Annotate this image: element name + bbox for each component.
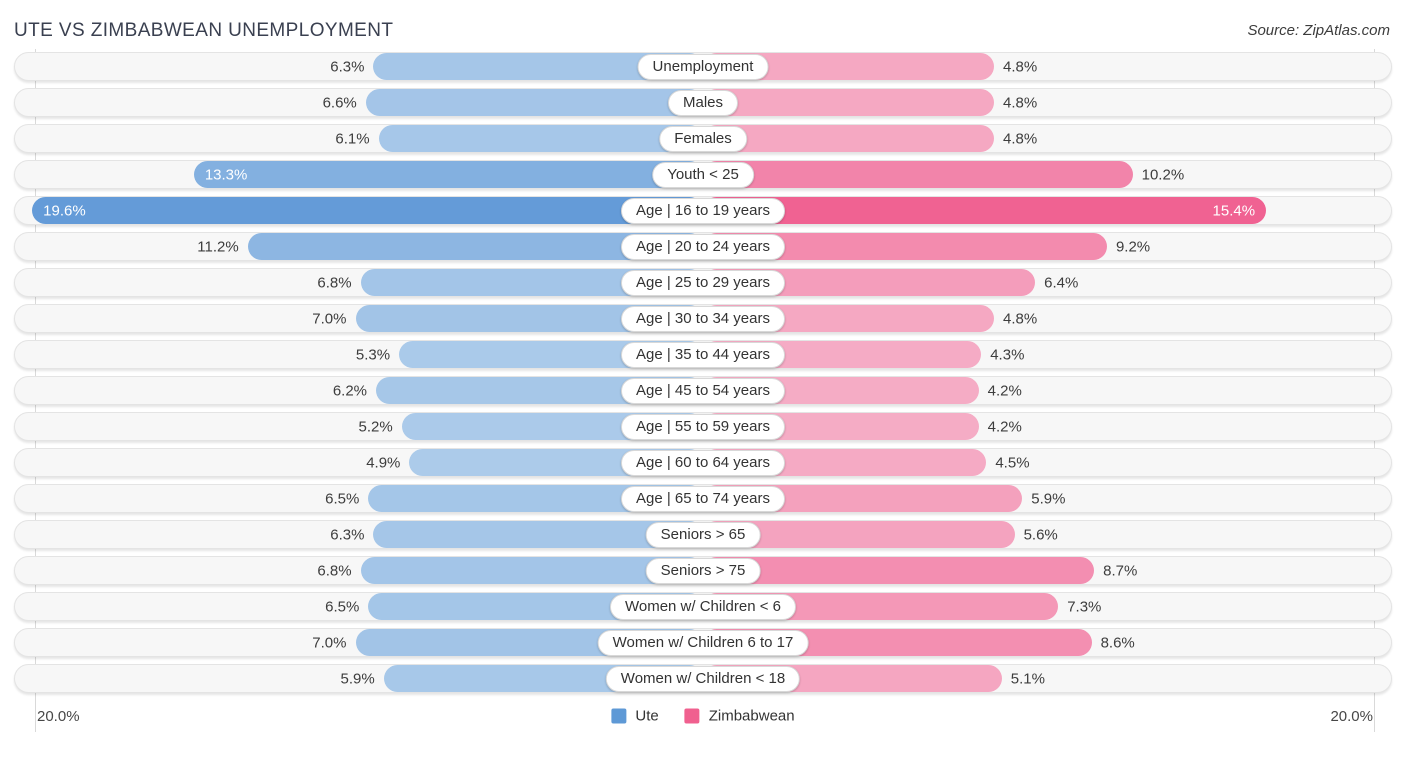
zimbabwean-value-label: 4.2% xyxy=(987,382,1022,399)
chart-row: 13.3% 10.2% Youth < 25 xyxy=(14,160,1392,189)
ute-bar[interactable] xyxy=(32,197,703,224)
category-label: Age | 30 to 34 years xyxy=(621,305,785,332)
ute-value-label: 6.3% xyxy=(330,526,365,543)
chart-row: 11.2% 9.2% Age | 20 to 24 years xyxy=(14,232,1392,261)
chart-header: UTE VS ZIMBABWEAN UNEMPLOYMENT Source: Z… xyxy=(0,0,1406,52)
page-title: UTE VS ZIMBABWEAN UNEMPLOYMENT xyxy=(14,20,394,41)
category-label: Age | 25 to 29 years xyxy=(621,269,785,296)
legend-label: Zimbabwean xyxy=(708,707,795,725)
chart-row: 5.3% 4.3% Age | 35 to 44 years xyxy=(14,340,1392,369)
category-label: Youth < 25 xyxy=(652,161,754,188)
chart-row: 6.6% 4.8% Males xyxy=(14,88,1392,117)
source-credit: Source: ZipAtlas.com xyxy=(1247,22,1390,39)
ute-value-label: 6.3% xyxy=(330,58,365,75)
zimbabwean-value-label: 10.2% xyxy=(1141,166,1185,183)
category-label: Seniors > 65 xyxy=(645,521,761,548)
diverging-bar-chart: 6.3% 4.8% Unemployment 6.6% 4.8% Males 6.1% 4.8… xyxy=(14,49,1392,732)
ute-value-label: 4.9% xyxy=(366,454,401,471)
ute-value-label: 6.6% xyxy=(322,94,357,111)
category-label: Age | 16 to 19 years xyxy=(621,197,785,224)
ute-value-label: 6.1% xyxy=(335,130,370,147)
zimbabwean-value-label: 5.1% xyxy=(1010,670,1045,687)
chart-row: 7.0% 4.8% Age | 30 to 34 years xyxy=(14,304,1392,333)
ute-bar[interactable] xyxy=(365,89,703,116)
zimbabwean-value-label: 4.8% xyxy=(1003,310,1038,327)
chart-row: 6.1% 4.8% Females xyxy=(14,124,1392,153)
ute-value-label: 13.3% xyxy=(204,166,248,183)
category-label: Women w/ Children < 6 xyxy=(609,593,797,620)
ute-value-label: 5.3% xyxy=(355,346,391,363)
chart-row: 19.6% 15.4% Age | 16 to 19 years xyxy=(14,196,1392,225)
zimbabwean-value-label: 4.5% xyxy=(995,454,1030,471)
legend-item-ute: Ute xyxy=(611,707,659,725)
x-axis-max-label-right: 20.0% xyxy=(1330,707,1373,725)
category-label: Age | 20 to 24 years xyxy=(621,233,785,260)
zimbabwean-value-label: 5.6% xyxy=(1023,526,1058,543)
zimbabwean-bar[interactable] xyxy=(703,125,995,152)
x-axis-max-label-left: 20.0% xyxy=(37,707,80,725)
ute-value-label: 7.0% xyxy=(312,634,347,651)
category-label: Seniors > 75 xyxy=(645,557,761,584)
chart-row: 6.3% 5.6% Seniors > 65 xyxy=(14,520,1392,549)
zimbabwean-value-label: 7.3% xyxy=(1067,598,1102,615)
category-label: Males xyxy=(667,89,739,116)
chart-row: 7.0% 8.6% Women w/ Children 6 to 17 xyxy=(14,628,1392,657)
zimbabwean-value-label: 4.3% xyxy=(990,346,1025,363)
chart-row: 6.8% 6.4% Age | 25 to 29 years xyxy=(14,268,1392,297)
ute-value-label: 11.2% xyxy=(197,238,239,255)
zimbabwean-value-label: 15.4% xyxy=(1212,202,1256,219)
chart-row: 5.9% 5.1% Women w/ Children < 18 xyxy=(14,664,1392,693)
ute-value-label: 6.5% xyxy=(325,598,360,615)
category-label: Age | 45 to 54 years xyxy=(621,377,785,404)
zimbabwean-value-label: 4.8% xyxy=(1003,58,1038,75)
chart-row: 6.5% 5.9% Age | 65 to 74 years xyxy=(14,484,1392,513)
zimbabwean-value-label: 8.6% xyxy=(1100,634,1135,651)
zimbabwean-value-label: 8.7% xyxy=(1103,562,1138,579)
ute-bar[interactable] xyxy=(193,161,703,188)
ute-bar[interactable] xyxy=(378,125,703,152)
zimbabwean-bar[interactable] xyxy=(703,161,1133,188)
ute-value-label: 5.2% xyxy=(358,418,393,435)
zimbabwean-value-label: 9.2% xyxy=(1115,238,1151,255)
legend: Ute Zimbabwean xyxy=(611,707,795,725)
category-label: Women w/ Children < 18 xyxy=(605,665,801,692)
legend-swatch-zimbabwean xyxy=(684,708,700,724)
zimbabwean-value-label: 5.9% xyxy=(1031,490,1066,507)
chart-row: 6.5% 7.3% Women w/ Children < 6 xyxy=(14,592,1392,621)
legend-item-zimbabwean: Zimbabwean xyxy=(684,707,795,725)
ute-value-label: 6.5% xyxy=(325,490,360,507)
category-label: Age | 60 to 64 years xyxy=(621,449,785,476)
zimbabwean-value-label: 4.8% xyxy=(1003,130,1038,147)
ute-value-label: 5.9% xyxy=(340,670,375,687)
ute-value-label: 19.6% xyxy=(43,202,86,219)
chart-row: 6.8% 8.7% Seniors > 75 xyxy=(14,556,1392,585)
zimbabwean-bar[interactable] xyxy=(703,197,1267,224)
legend-label: Ute xyxy=(635,707,659,725)
category-label: Age | 35 to 44 years xyxy=(621,341,785,368)
ute-value-label: 6.2% xyxy=(332,382,368,399)
chart-row: 5.2% 4.2% Age | 55 to 59 years xyxy=(14,412,1392,441)
chart-row: 4.9% 4.5% Age | 60 to 64 years xyxy=(14,448,1392,477)
chart-rows: 6.3% 4.8% Unemployment 6.6% 4.8% Males 6.1% 4.8… xyxy=(14,52,1392,693)
x-axis: 20.0% Ute Zimbabwean 20.0% xyxy=(14,700,1392,732)
ute-value-label: 6.8% xyxy=(317,562,352,579)
legend-swatch-ute xyxy=(611,708,627,724)
category-label: Age | 65 to 74 years xyxy=(621,485,785,512)
ute-value-label: 6.8% xyxy=(317,274,352,291)
zimbabwean-bar[interactable] xyxy=(703,89,995,116)
chart-row: 6.3% 4.8% Unemployment xyxy=(14,52,1392,81)
chart-row: 6.2% 4.2% Age | 45 to 54 years xyxy=(14,376,1392,405)
zimbabwean-bar[interactable] xyxy=(703,557,1095,584)
category-label: Unemployment xyxy=(637,53,769,80)
ute-value-label: 7.0% xyxy=(312,310,347,327)
zimbabwean-value-label: 4.8% xyxy=(1003,94,1038,111)
category-label: Age | 55 to 59 years xyxy=(621,413,785,440)
zimbabwean-value-label: 4.2% xyxy=(987,418,1022,435)
category-label: Females xyxy=(659,125,747,152)
zimbabwean-value-label: 6.4% xyxy=(1044,274,1079,291)
category-label: Women w/ Children 6 to 17 xyxy=(597,629,809,656)
